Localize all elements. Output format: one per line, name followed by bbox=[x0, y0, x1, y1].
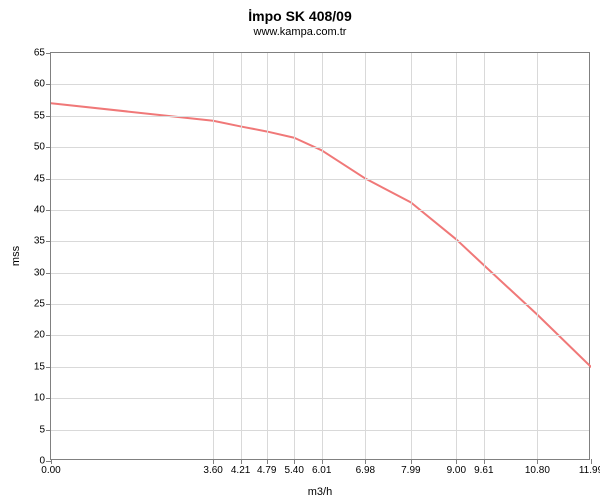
grid-line-h bbox=[51, 335, 589, 336]
x-tick-label: 9.00 bbox=[447, 459, 466, 476]
grid-line-v bbox=[322, 53, 323, 459]
grid-line-v bbox=[241, 53, 242, 459]
grid-line-h bbox=[51, 147, 589, 148]
x-tick-label: 3.60 bbox=[203, 459, 222, 476]
grid-line-v bbox=[294, 53, 295, 459]
x-tick-label: 7.99 bbox=[401, 459, 420, 476]
plot-area: 051015202530354045505560650.003.604.214.… bbox=[50, 52, 590, 460]
grid-line-h bbox=[51, 210, 589, 211]
y-tick-label: 10 bbox=[34, 393, 51, 404]
grid-line-v bbox=[365, 53, 366, 459]
y-tick-label: 35 bbox=[34, 236, 51, 247]
x-tick-label: 5.40 bbox=[284, 459, 303, 476]
grid-line-v bbox=[456, 53, 457, 459]
grid-line-v bbox=[213, 53, 214, 459]
y-tick-label: 55 bbox=[34, 110, 51, 121]
chart-container: İmpo SK 408/09 www.kampa.com.tr 05101520… bbox=[0, 0, 600, 500]
grid-line-h bbox=[51, 241, 589, 242]
x-tick-label: 6.01 bbox=[312, 459, 331, 476]
y-tick-label: 25 bbox=[34, 299, 51, 310]
x-tick-label: 10.80 bbox=[525, 459, 550, 476]
x-tick-label: 0.00 bbox=[41, 459, 60, 476]
y-tick-label: 60 bbox=[34, 79, 51, 90]
y-tick-label: 30 bbox=[34, 267, 51, 278]
grid-line-v bbox=[267, 53, 268, 459]
grid-line-h bbox=[51, 367, 589, 368]
y-tick-label: 20 bbox=[34, 330, 51, 341]
y-tick-label: 50 bbox=[34, 142, 51, 153]
grid-line-h bbox=[51, 430, 589, 431]
grid-line-v bbox=[411, 53, 412, 459]
x-tick-label: 9.61 bbox=[474, 459, 493, 476]
grid-line-v bbox=[484, 53, 485, 459]
y-tick-label: 45 bbox=[34, 173, 51, 184]
grid-line-h bbox=[51, 116, 589, 117]
grid-line-h bbox=[51, 84, 589, 85]
x-tick-label: 4.79 bbox=[257, 459, 276, 476]
y-tick-label: 65 bbox=[34, 48, 51, 59]
grid-line-h bbox=[51, 398, 589, 399]
x-axis-label: m3/h bbox=[308, 486, 332, 498]
y-tick-label: 40 bbox=[34, 204, 51, 215]
grid-line-h bbox=[51, 304, 589, 305]
x-tick-label: 6.98 bbox=[356, 459, 375, 476]
grid-line-h bbox=[51, 273, 589, 274]
y-tick-label: 15 bbox=[34, 361, 51, 372]
chart-title: İmpo SK 408/09 bbox=[0, 0, 600, 24]
x-tick-label: 4.21 bbox=[231, 459, 250, 476]
plot-area-wrap: 051015202530354045505560650.003.604.214.… bbox=[50, 52, 590, 460]
grid-line-h bbox=[51, 179, 589, 180]
y-tick-label: 5 bbox=[39, 424, 51, 435]
y-axis-label: mss bbox=[10, 246, 22, 266]
x-tick-label: 11.99 bbox=[579, 459, 600, 476]
chart-subtitle: www.kampa.com.tr bbox=[0, 24, 600, 38]
grid-line-v bbox=[537, 53, 538, 459]
